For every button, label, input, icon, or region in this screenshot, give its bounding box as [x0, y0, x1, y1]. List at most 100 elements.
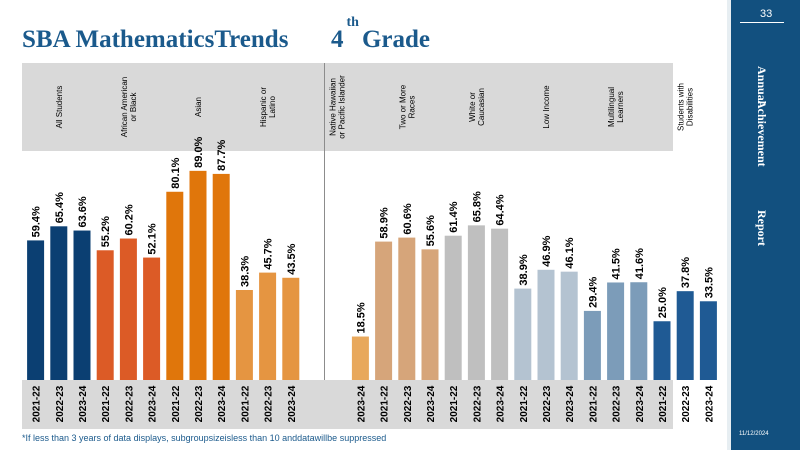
bar-value-label: 65.4%: [54, 192, 66, 223]
title-grade-number: 4: [331, 26, 344, 53]
bar-value-label: 38.9%: [518, 254, 530, 285]
title-grade: 4thGrade: [331, 15, 430, 54]
bar: [560, 271, 578, 380]
report-date: 11/12/2024: [739, 431, 769, 437]
bar: [444, 235, 462, 380]
year-tick-label: 2021-22: [519, 385, 530, 422]
year-tick-label: 2023-24: [565, 385, 576, 422]
year-tick-label: 2021-22: [380, 385, 391, 422]
bar-value-label: 41.5%: [611, 248, 623, 279]
bar-value-label: 58.9%: [379, 207, 391, 238]
bar: [27, 240, 45, 380]
page-number-rule: [740, 22, 784, 23]
bar: [212, 173, 230, 380]
bar-value-label: 38.3%: [239, 256, 251, 287]
year-tick-label: 2023-24: [148, 385, 159, 422]
category-header-band: [22, 63, 673, 151]
category-label: Caucasian: [477, 88, 486, 126]
title-grade-suffix: th: [346, 14, 359, 30]
bar: [235, 289, 253, 380]
year-axis-band: [22, 380, 673, 429]
bar-value-label: 61.4%: [448, 201, 460, 232]
year-tick-label: 2023-24: [496, 385, 507, 422]
bar: [96, 250, 114, 380]
bar-value-label: 41.6%: [634, 248, 646, 279]
year-tick-label: 2022-23: [472, 385, 483, 422]
category-label: Learners: [616, 91, 625, 123]
sidebar-word-report: Report: [755, 210, 769, 246]
bar: [50, 226, 68, 380]
year-tick-label: 2023-24: [635, 385, 646, 422]
year-tick-label: 2023-24: [356, 385, 367, 422]
sidebar-word-achievement: Achievement: [755, 100, 769, 167]
bar-value-label: 89.0%: [193, 136, 205, 167]
category-label: Low Income: [542, 85, 551, 129]
category-label: Students with: [677, 83, 686, 131]
year-tick-label: 2022-23: [264, 385, 275, 422]
category-label: or Pacific Islander: [338, 75, 347, 139]
category-label: Native Hawaiian: [329, 78, 338, 136]
bar-value-label: 55.6%: [425, 215, 437, 246]
bar-value-label: 25.0%: [657, 287, 669, 318]
title-grade-word: Grade: [361, 26, 430, 53]
bar-value-label: 46.1%: [564, 237, 576, 268]
bar-value-label: 80.1%: [170, 157, 182, 188]
year-tick-label: 2023-24: [217, 385, 228, 422]
bar-value-label: 45.7%: [263, 238, 275, 269]
year-tick-label: 2023-24: [426, 385, 437, 422]
bar: [143, 257, 161, 380]
bar-value-label: 18.5%: [355, 302, 367, 333]
bar-value-label: 55.2%: [100, 216, 112, 247]
year-tick-label: 2021-22: [171, 385, 182, 422]
year-tick-label: 2021-22: [588, 385, 599, 422]
year-tick-label: 2022-23: [542, 385, 553, 422]
year-tick-label: 2023-24: [704, 385, 715, 422]
bar: [259, 272, 277, 380]
bar-value-label: 37.8%: [680, 257, 692, 288]
category-label: White or: [468, 92, 477, 122]
bar: [166, 191, 184, 380]
bar-value-label: 43.5%: [286, 243, 298, 274]
bar: [189, 170, 207, 380]
bar: [351, 336, 369, 380]
bar-chart: All Students 59.4% 65.4% 63.6% 2021-22 2022-2…: [27, 75, 717, 422]
year-tick-label: 2023-24: [287, 385, 298, 422]
bar-value-label: 52.1%: [147, 223, 159, 254]
sidebar-edge: [727, 0, 731, 450]
bar: [491, 228, 509, 380]
bar: [398, 237, 416, 380]
bar-value-label: 63.6%: [77, 196, 89, 227]
year-tick-label: 2021-22: [32, 385, 43, 422]
page-number: 33: [760, 8, 773, 20]
bar: [421, 249, 439, 380]
category-label: Hispanic or: [259, 87, 268, 127]
bar-value-label: 33.5%: [703, 267, 715, 298]
bar-value-label: 60.2%: [123, 204, 135, 235]
bar: [676, 291, 694, 380]
bar: [467, 225, 485, 380]
bar: [282, 277, 300, 380]
title-subject: SBA MathematicsTrends: [22, 26, 289, 53]
category-label: African American: [120, 77, 129, 137]
footnote: *If less than 3 years of data displays, …: [22, 433, 387, 443]
bar-value-label: 87.7%: [216, 139, 228, 170]
year-tick-label: 2021-22: [240, 385, 251, 422]
group-separator-line: [324, 63, 325, 380]
year-tick-label: 2022-23: [55, 385, 66, 422]
bar: [119, 238, 137, 380]
category-label: or Black: [129, 92, 138, 122]
bar: [583, 310, 601, 380]
year-tick-label: 2022-23: [124, 385, 135, 422]
bar: [699, 301, 717, 380]
category-label: Latino: [268, 96, 277, 118]
bar-value-label: 29.4%: [587, 277, 599, 308]
bar: [514, 288, 532, 380]
bar-value-label: 65.8%: [471, 191, 483, 222]
bar: [653, 321, 671, 380]
year-tick-label: 2023-24: [78, 385, 89, 422]
year-tick-label: 2022-23: [681, 385, 692, 422]
bar-value-label: 46.9%: [541, 235, 553, 266]
year-tick-label: 2021-22: [449, 385, 460, 422]
sidebar-panel: [727, 0, 800, 450]
bar-value-label: 60.6%: [402, 203, 414, 234]
